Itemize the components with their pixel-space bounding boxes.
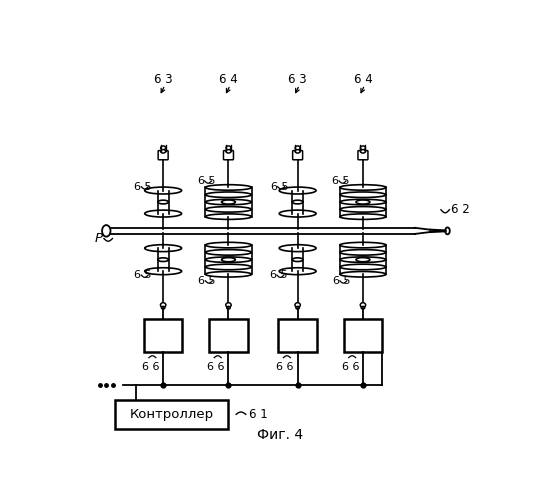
Text: 6 5: 6 5 (135, 182, 152, 192)
Text: 6 5: 6 5 (270, 270, 288, 280)
Ellipse shape (102, 225, 110, 237)
FancyBboxPatch shape (358, 151, 368, 160)
Ellipse shape (361, 306, 365, 309)
Text: 6 4: 6 4 (219, 73, 238, 86)
Ellipse shape (161, 146, 166, 150)
Ellipse shape (226, 303, 231, 307)
Text: 6 4: 6 4 (353, 73, 373, 86)
Ellipse shape (296, 306, 299, 309)
Text: 6 1: 6 1 (249, 408, 267, 421)
Ellipse shape (292, 258, 303, 261)
Ellipse shape (279, 187, 316, 194)
Text: 6 3: 6 3 (288, 73, 307, 86)
Ellipse shape (360, 150, 365, 153)
Ellipse shape (145, 245, 182, 251)
Ellipse shape (295, 146, 300, 150)
Text: 6 5: 6 5 (199, 276, 216, 286)
Ellipse shape (222, 200, 235, 204)
Text: 6 5: 6 5 (197, 176, 215, 186)
Text: 6 5: 6 5 (332, 176, 350, 186)
Text: 6 6: 6 6 (207, 361, 225, 371)
Ellipse shape (145, 210, 182, 217)
Text: 6 2: 6 2 (451, 203, 470, 216)
Text: Контроллер: Контроллер (130, 408, 214, 421)
Ellipse shape (360, 146, 365, 150)
Ellipse shape (145, 268, 182, 274)
Ellipse shape (161, 306, 165, 309)
Ellipse shape (158, 258, 168, 261)
Ellipse shape (145, 187, 182, 194)
Bar (210, 319, 248, 352)
Ellipse shape (292, 200, 303, 204)
Text: 6 5: 6 5 (135, 270, 152, 280)
Ellipse shape (279, 245, 316, 251)
Text: P: P (95, 232, 103, 245)
FancyBboxPatch shape (293, 151, 302, 160)
Ellipse shape (279, 268, 316, 274)
Text: 6 6: 6 6 (142, 361, 160, 371)
FancyBboxPatch shape (224, 151, 234, 160)
Ellipse shape (295, 303, 300, 307)
Ellipse shape (356, 200, 370, 204)
Ellipse shape (227, 306, 230, 309)
Ellipse shape (295, 150, 300, 153)
Ellipse shape (360, 303, 365, 307)
Ellipse shape (445, 228, 450, 235)
Bar (144, 319, 182, 352)
Ellipse shape (160, 303, 166, 307)
Ellipse shape (161, 150, 166, 153)
Ellipse shape (222, 257, 235, 262)
Ellipse shape (226, 150, 231, 153)
Text: 6 6: 6 6 (276, 361, 294, 371)
Bar (115, 400, 229, 429)
Text: 6 5: 6 5 (333, 276, 351, 286)
Text: 6 6: 6 6 (342, 361, 359, 371)
Text: 6 3: 6 3 (154, 73, 172, 86)
Text: Фиг. 4: Фиг. 4 (257, 428, 304, 442)
Ellipse shape (226, 146, 231, 150)
Ellipse shape (158, 200, 168, 204)
FancyBboxPatch shape (158, 151, 168, 160)
Ellipse shape (279, 210, 316, 217)
Bar (344, 319, 382, 352)
Bar (278, 319, 317, 352)
Ellipse shape (356, 257, 370, 262)
Text: 6 5: 6 5 (271, 182, 288, 192)
